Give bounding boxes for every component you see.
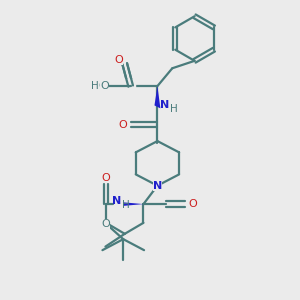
Text: N: N (112, 196, 121, 206)
Polygon shape (123, 202, 143, 206)
Text: O: O (102, 219, 110, 229)
Text: H: H (170, 104, 178, 114)
Text: H: H (91, 81, 99, 91)
Bar (88, 79, 135, 92)
Text: O: O (119, 120, 128, 130)
Text: O: O (100, 81, 109, 91)
Text: O: O (114, 55, 123, 65)
Text: O: O (98, 81, 107, 91)
Text: N: N (153, 181, 162, 191)
Text: O: O (113, 56, 122, 66)
Polygon shape (154, 86, 160, 108)
Text: H: H (122, 200, 130, 210)
Text: O: O (188, 199, 197, 209)
Text: O: O (102, 172, 110, 183)
Text: H: H (93, 81, 101, 91)
Text: N: N (160, 100, 170, 110)
